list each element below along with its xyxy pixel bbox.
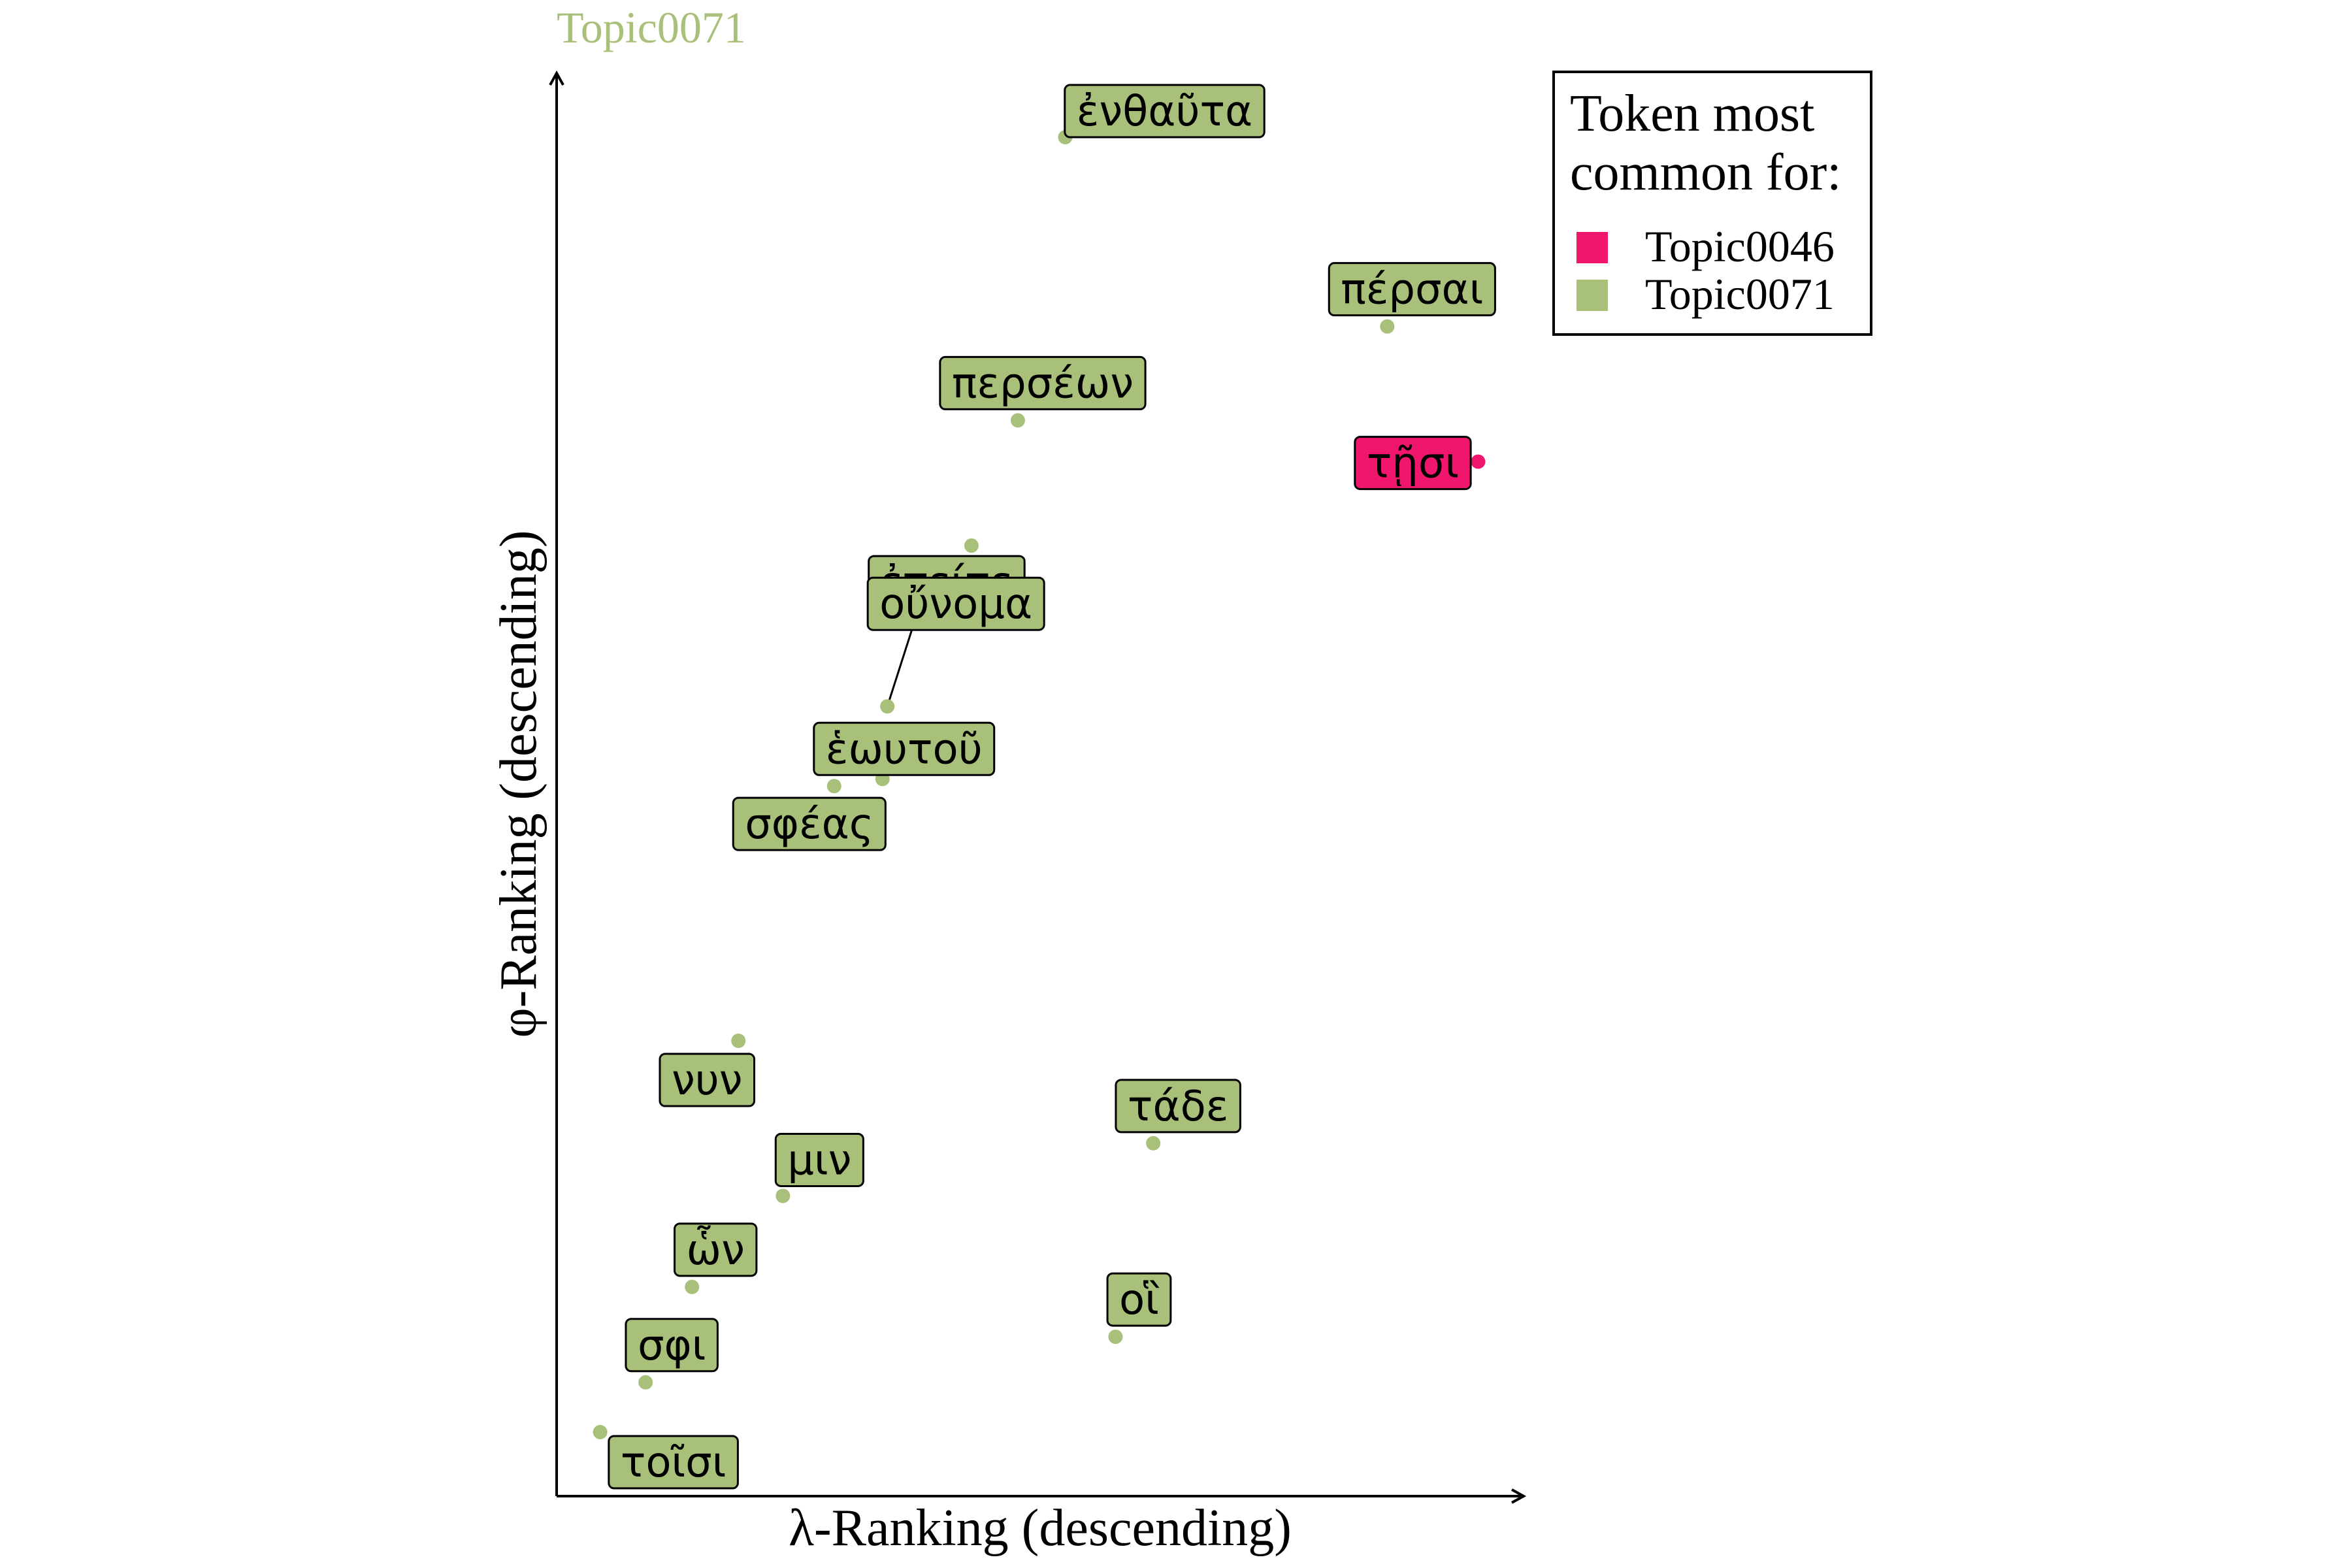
legend-label-topic0071: Topic0071 <box>1645 269 1835 319</box>
x-axis-label: λ-Ranking (descending) <box>789 1499 1292 1557</box>
data-point <box>1380 319 1395 334</box>
token-label-text: τῇσι <box>1367 440 1459 488</box>
token-label-box <box>1354 436 1472 491</box>
token-label: οἳ <box>1106 1272 1172 1327</box>
token-label: τῇσι <box>1354 436 1472 491</box>
token-label: νυν <box>659 1053 756 1107</box>
data-point <box>1146 1135 1161 1151</box>
y-axis-label: φ-Ranking (descending) <box>490 530 547 1037</box>
token-label-box <box>1115 1079 1241 1134</box>
data-point <box>964 538 979 553</box>
token-label-box <box>732 796 887 851</box>
token-label: τάδε <box>1115 1079 1241 1134</box>
token-label-text: οὔνομα <box>879 580 1032 629</box>
token-label-text: ἑωυτοῦ <box>826 725 983 774</box>
token-label-box <box>1106 1272 1172 1327</box>
token-label-text: σφι <box>638 1322 706 1370</box>
chart-title: Topic0071 <box>557 3 746 52</box>
token-label-box <box>939 355 1147 410</box>
token-label: ὧν <box>674 1222 758 1277</box>
token-label: τοῖσι <box>608 1435 739 1490</box>
token-label-box <box>1064 84 1266 139</box>
token-label-text: τοῖσι <box>621 1439 727 1487</box>
token-label-box <box>674 1222 758 1277</box>
token-label-text: οἳ <box>1119 1276 1160 1324</box>
token-label-text: πέρσαι <box>1341 266 1483 314</box>
token-label-text: μιν <box>787 1136 851 1184</box>
token-label: οὔνομα <box>866 576 1045 631</box>
token-label: περσέων <box>939 355 1147 410</box>
token-label-text: περσέων <box>952 359 1134 408</box>
data-point <box>826 779 841 794</box>
token-label: μιν <box>774 1132 864 1187</box>
token-label-box <box>608 1435 739 1490</box>
data-point <box>776 1188 791 1203</box>
legend-swatch-topic0071 <box>1576 280 1608 311</box>
token-label-box <box>866 576 1045 631</box>
data-point <box>731 1034 746 1049</box>
data-point <box>593 1424 608 1439</box>
token-label: ἑωυτοῦ <box>813 721 996 776</box>
data-points <box>593 130 1486 1439</box>
token-label-text: σφέας <box>745 800 874 849</box>
token-label-text: τάδε <box>1128 1083 1228 1131</box>
data-point <box>638 1375 653 1390</box>
token-label-text: ἐνθαῦτα <box>1077 88 1252 136</box>
token-label-box <box>625 1318 719 1373</box>
token-label-box <box>1328 262 1496 317</box>
legend-label-topic0046: Topic0046 <box>1645 221 1835 271</box>
token-labels: ἐνθαῦταπέρσαιπερσέωντῇσιἐπείτεοὔνομαἑωυτ… <box>608 84 1496 1490</box>
legend-swatch-topic0046 <box>1576 232 1608 263</box>
token-label: σφέας <box>732 796 887 851</box>
token-label-box <box>774 1132 864 1187</box>
token-label-box <box>659 1053 756 1107</box>
legend-title-line-2: common for: <box>1570 144 1841 201</box>
legend: Token most common for: Topic0046 Topic00… <box>1552 71 1872 336</box>
token-label-text: ὧν <box>687 1225 745 1275</box>
data-point <box>685 1279 700 1294</box>
legend-title-line-1: Token most <box>1570 85 1814 142</box>
data-point <box>1108 1330 1123 1345</box>
token-label: ἐνθαῦτα <box>1064 84 1266 139</box>
data-point <box>880 699 895 714</box>
data-point <box>1010 413 1025 428</box>
token-label-text: νυν <box>672 1056 743 1105</box>
token-label: πέρσαι <box>1328 262 1496 317</box>
token-label-box <box>813 721 996 776</box>
token-label: σφι <box>625 1318 719 1373</box>
data-point <box>1471 454 1486 469</box>
label-leader-line <box>886 629 913 707</box>
